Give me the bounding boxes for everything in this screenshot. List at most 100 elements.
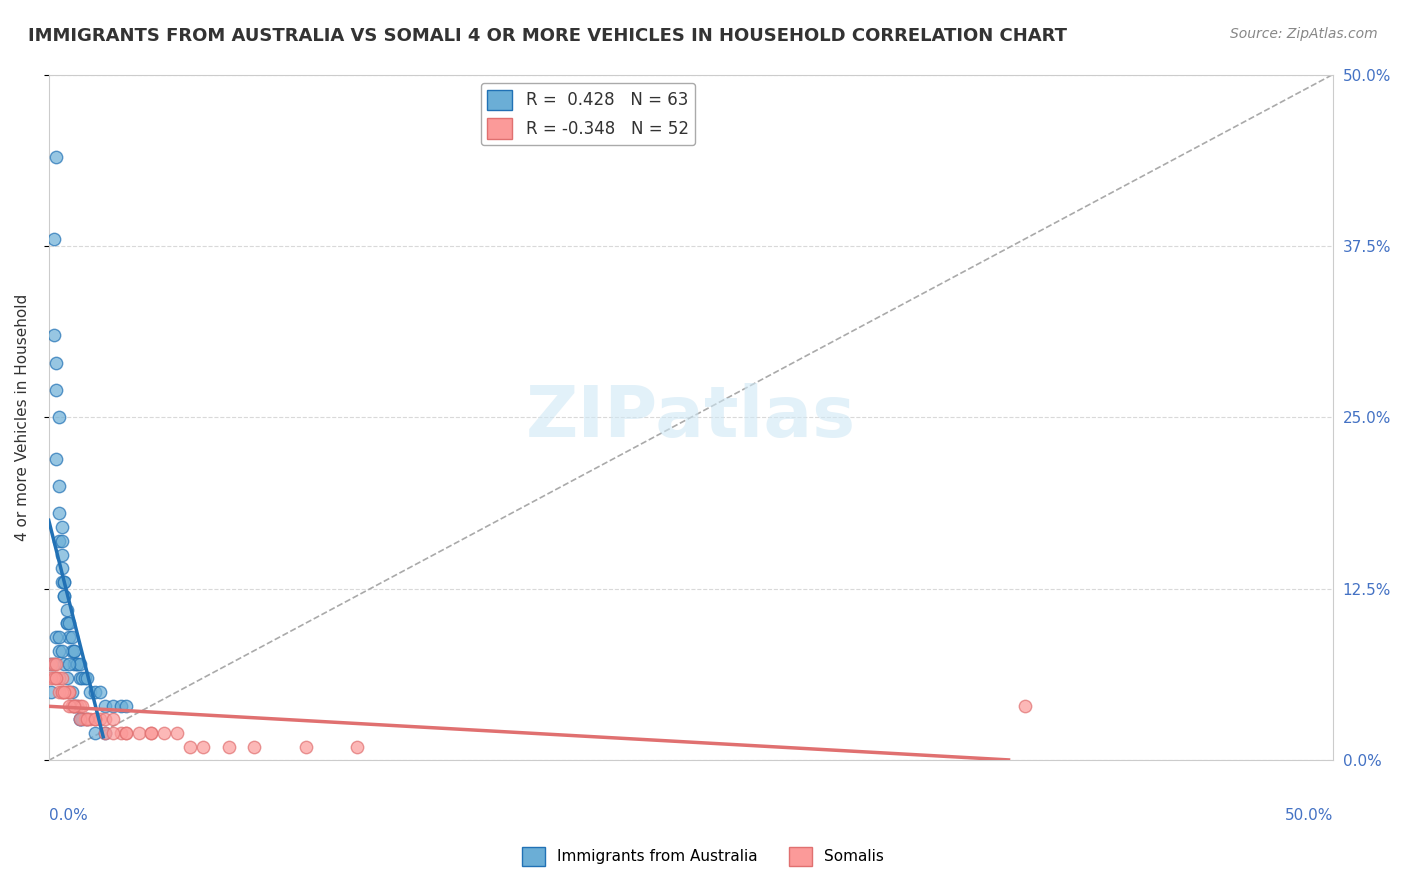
Point <box>94 726 117 740</box>
Point <box>42 328 65 343</box>
Y-axis label: 4 or more Vehicles in Household: 4 or more Vehicles in Household <box>15 293 30 541</box>
Point <box>45 630 67 644</box>
Point <box>79 685 101 699</box>
Point <box>48 507 70 521</box>
Point <box>39 685 62 699</box>
Point <box>243 739 266 754</box>
Point <box>45 671 67 685</box>
Point <box>60 643 83 657</box>
Point <box>63 698 86 713</box>
Point <box>42 657 65 672</box>
Point <box>45 150 67 164</box>
Point <box>89 685 111 699</box>
Point <box>53 657 76 672</box>
Point <box>45 355 67 369</box>
Point <box>128 726 150 740</box>
Point <box>51 685 73 699</box>
Point <box>53 685 76 699</box>
Point <box>42 657 65 672</box>
Point <box>94 712 117 726</box>
Point <box>76 712 98 726</box>
Point <box>39 657 62 672</box>
Point <box>179 739 201 754</box>
Point <box>141 726 163 740</box>
Point <box>55 616 77 631</box>
Point <box>70 698 93 713</box>
Point <box>153 726 176 740</box>
Point <box>94 698 117 713</box>
Point <box>114 726 136 740</box>
Point <box>66 657 89 672</box>
Point <box>346 739 368 754</box>
Point <box>79 712 101 726</box>
Point <box>84 712 107 726</box>
Point <box>76 671 98 685</box>
Point <box>58 616 80 631</box>
Point <box>58 685 80 699</box>
Text: Source: ZipAtlas.com: Source: ZipAtlas.com <box>1230 27 1378 41</box>
Point <box>110 726 132 740</box>
Point <box>73 712 96 726</box>
Point <box>39 657 62 672</box>
Point <box>48 533 70 548</box>
Point <box>63 643 86 657</box>
Point <box>42 232 65 246</box>
Point <box>69 712 91 726</box>
Point <box>76 712 98 726</box>
Point <box>60 630 83 644</box>
Point <box>39 671 62 685</box>
Point <box>63 643 86 657</box>
Point <box>53 575 76 590</box>
Point <box>69 671 91 685</box>
Point <box>48 643 70 657</box>
Point <box>84 685 107 699</box>
Point <box>51 671 73 685</box>
Legend: Immigrants from Australia, Somalis: Immigrants from Australia, Somalis <box>516 841 890 871</box>
Point <box>51 643 73 657</box>
Point <box>191 739 214 754</box>
Point <box>58 685 80 699</box>
Point <box>76 712 98 726</box>
Point <box>94 726 117 740</box>
Point <box>55 671 77 685</box>
Point <box>53 589 76 603</box>
Point <box>63 657 86 672</box>
Point <box>51 561 73 575</box>
Point <box>51 533 73 548</box>
Point <box>166 726 188 740</box>
Point <box>60 698 83 713</box>
Point <box>51 520 73 534</box>
Point <box>53 575 76 590</box>
Point <box>45 671 67 685</box>
Point <box>69 698 91 713</box>
Point <box>101 726 124 740</box>
Point <box>45 383 67 397</box>
Point <box>66 657 89 672</box>
Point <box>60 685 83 699</box>
Point <box>55 685 77 699</box>
Point <box>51 575 73 590</box>
Point <box>73 671 96 685</box>
Point <box>48 410 70 425</box>
Point <box>1014 698 1036 713</box>
Text: 0.0%: 0.0% <box>49 808 87 823</box>
Point <box>45 657 67 672</box>
Point <box>101 698 124 713</box>
Point <box>63 698 86 713</box>
Text: ZIPatlas: ZIPatlas <box>526 383 856 452</box>
Point <box>45 451 67 466</box>
Point <box>63 698 86 713</box>
Point <box>114 698 136 713</box>
Point <box>294 739 316 754</box>
Point <box>42 671 65 685</box>
Point <box>84 712 107 726</box>
Point <box>63 698 86 713</box>
Point <box>48 479 70 493</box>
Point <box>101 712 124 726</box>
Point <box>69 712 91 726</box>
Point <box>58 630 80 644</box>
Point <box>70 712 93 726</box>
Text: IMMIGRANTS FROM AUSTRALIA VS SOMALI 4 OR MORE VEHICLES IN HOUSEHOLD CORRELATION : IMMIGRANTS FROM AUSTRALIA VS SOMALI 4 OR… <box>28 27 1067 45</box>
Point <box>84 726 107 740</box>
Point <box>48 685 70 699</box>
